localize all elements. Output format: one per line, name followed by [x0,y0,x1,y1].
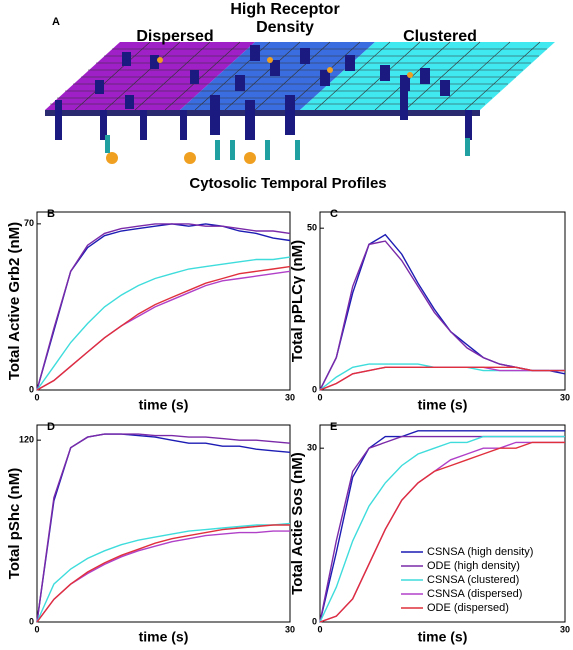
plot-frame [319,424,566,623]
data-line [36,256,291,391]
legend-label: ODE (dispersed) [427,602,509,614]
y-axis-label: Total pPLCγ (nM) [289,240,306,362]
panel-label: A [52,16,60,28]
x-tick-label: 30 [560,392,570,402]
data-line [36,530,290,623]
panel-label: D [47,421,55,433]
plot-frame [36,211,291,391]
data-line [36,223,291,391]
panel-label: E [330,421,337,433]
data-line [36,522,291,623]
data-line [319,366,565,391]
y-axis-label: Total Actie Sos (nM) [289,452,306,595]
x-tick-label: 0 [34,624,39,634]
section-title: Cytosolic Temporal Profiles [189,175,386,192]
y-axis-label: Total Active Grb2 (nM) [6,222,23,380]
x-tick-label: 30 [285,392,295,402]
legend-box [397,542,559,618]
y-tick-label: 0 [312,616,317,626]
data-line [319,430,565,623]
y-axis-label: Total pShc (nM) [6,468,23,579]
data-line [36,270,291,391]
data-line [36,524,290,623]
y-tick-label: 50 [307,223,317,233]
legend-label: CSNSA (high density) [427,546,533,558]
adaptors [106,57,413,164]
y-tick-label: 30 [307,443,317,453]
region-label: High Receptor [230,1,339,18]
plot-frame [36,424,291,623]
x-tick-label: 30 [285,624,295,634]
y-tick-label: 0 [29,384,34,394]
y-tick-label: 70 [24,218,34,228]
data-line [319,435,565,623]
illustration: A Dispersed High Receptor Density Cluste… [45,1,555,164]
x-axis-label: time (s) [139,629,189,645]
x-axis-label: time (s) [418,629,468,645]
membrane-edge [45,110,480,116]
y-tick-label: 0 [312,384,317,394]
x-tick-label: 0 [317,624,322,634]
legend-label: CSNSA (dispersed) [427,588,522,600]
x-tick-label: 30 [560,624,570,634]
receptors [55,45,472,140]
region-label: Dispersed [136,28,213,45]
x-axis-label: time (s) [139,397,189,413]
y-tick-label: 120 [19,435,34,445]
x-tick-label: 0 [317,392,322,402]
panel-label: B [47,208,55,220]
plot-frame [319,211,566,391]
data-line [36,223,291,391]
data-line [36,265,291,391]
data-line [36,433,291,623]
region-label: Density [256,19,314,36]
effectors [105,135,470,160]
data-line [319,366,565,391]
legend-label: CSNSA (clustered) [427,574,519,586]
y-tick-label: 0 [29,616,34,626]
x-tick-label: 0 [34,392,39,402]
data-line [36,433,291,623]
legend-label: ODE (high density) [427,560,520,572]
region-label: Clustered [403,28,477,45]
x-axis-label: time (s) [418,397,468,413]
membrane-grid [50,41,547,111]
data-line [319,441,565,623]
panel-label: C [330,208,338,220]
